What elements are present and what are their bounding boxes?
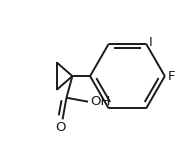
- Text: F: F: [168, 70, 175, 83]
- Text: I: I: [149, 36, 153, 49]
- Text: OH: OH: [90, 95, 110, 108]
- Text: O: O: [55, 121, 66, 134]
